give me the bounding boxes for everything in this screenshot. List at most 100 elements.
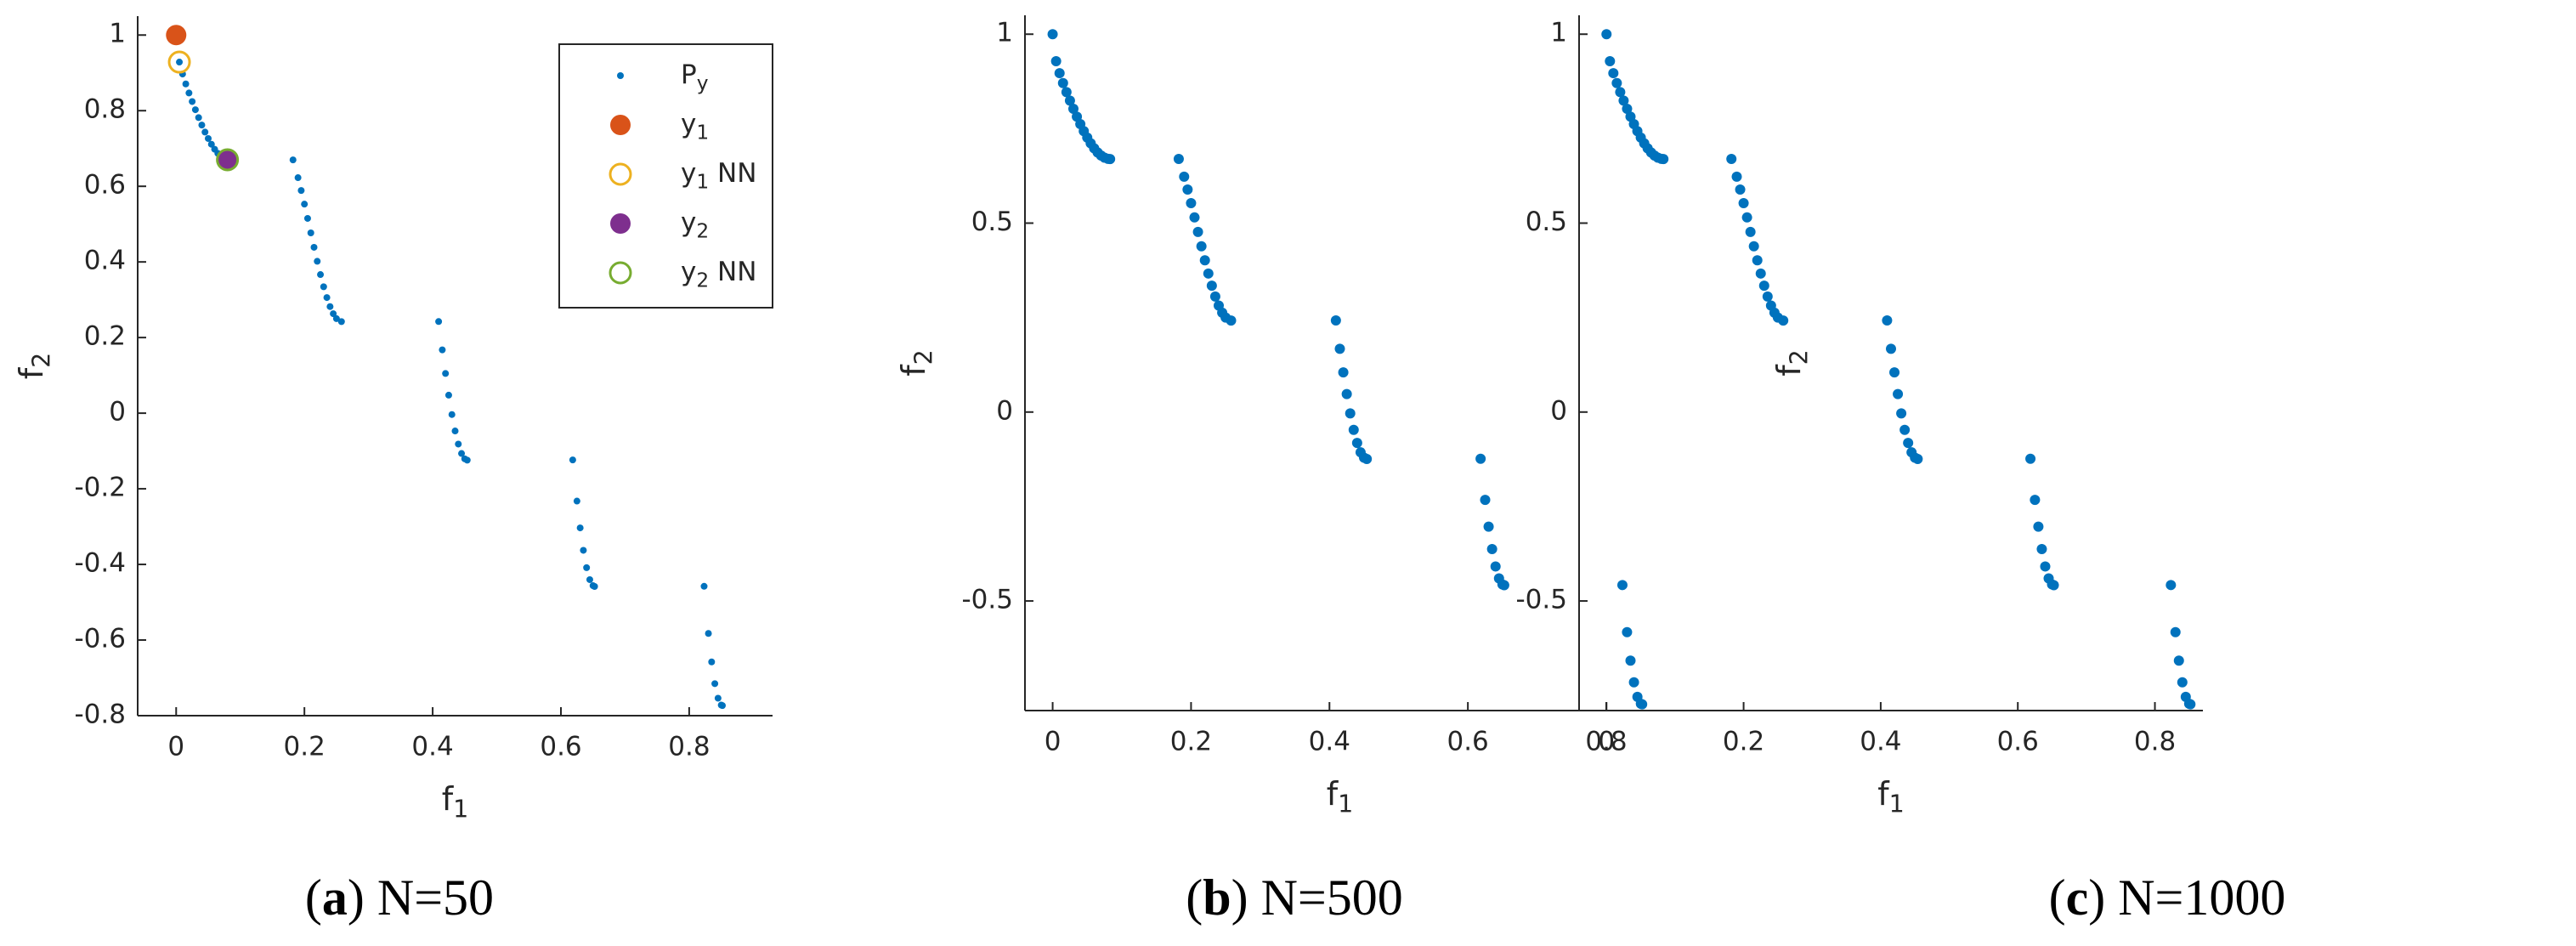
x-axis-label: f1 bbox=[1327, 775, 1354, 819]
point bbox=[1483, 521, 1494, 532]
point bbox=[442, 370, 450, 377]
y-axis-label: f2 bbox=[895, 349, 938, 377]
point bbox=[1047, 29, 1058, 40]
point bbox=[1061, 87, 1072, 98]
x-tick-label: 0 bbox=[167, 732, 184, 762]
y-tick-label: 0.6 bbox=[84, 170, 126, 201]
legend-marker bbox=[610, 115, 631, 135]
point bbox=[1475, 453, 1486, 464]
point bbox=[1628, 677, 1639, 688]
point bbox=[1608, 68, 1619, 79]
point bbox=[1105, 154, 1116, 165]
point bbox=[303, 214, 311, 222]
point bbox=[1618, 95, 1629, 106]
point bbox=[1601, 29, 1612, 40]
point bbox=[1480, 495, 1491, 506]
point bbox=[2185, 699, 2196, 710]
y-tick-label: 1 bbox=[109, 19, 126, 49]
point bbox=[1348, 424, 1359, 435]
point bbox=[201, 128, 209, 136]
x-axis-label: f1 bbox=[1877, 775, 1905, 819]
y-tick-label: -0.5 bbox=[1516, 585, 1568, 615]
point bbox=[167, 50, 191, 74]
point bbox=[580, 547, 587, 554]
legend-marker bbox=[609, 162, 632, 186]
point bbox=[317, 271, 325, 279]
legend-marker bbox=[610, 213, 631, 234]
point bbox=[217, 149, 238, 170]
legend-label: Py bbox=[681, 59, 709, 94]
point bbox=[323, 294, 331, 302]
point bbox=[573, 497, 580, 505]
legend-marker bbox=[609, 261, 632, 285]
x-axis-label: f1 bbox=[442, 780, 469, 824]
point bbox=[1341, 388, 1352, 399]
point bbox=[307, 229, 314, 236]
point bbox=[1889, 367, 1900, 378]
point bbox=[2170, 626, 2181, 637]
point bbox=[289, 156, 297, 164]
point bbox=[1893, 388, 1904, 399]
point bbox=[591, 582, 598, 590]
point bbox=[1054, 68, 1065, 79]
x-tick-label: 0.6 bbox=[1447, 727, 1488, 757]
point bbox=[1605, 56, 1616, 67]
point bbox=[1199, 255, 1210, 266]
y-tick-label: -0.6 bbox=[75, 624, 127, 654]
point bbox=[439, 346, 446, 354]
point bbox=[1778, 315, 1789, 326]
point bbox=[182, 80, 190, 88]
point bbox=[1209, 291, 1220, 302]
point bbox=[1611, 77, 1622, 88]
point bbox=[1068, 104, 1079, 115]
point bbox=[191, 106, 199, 114]
point bbox=[1050, 56, 1062, 67]
point bbox=[1622, 626, 1633, 637]
legend: Py y1 y1 NN y2 y2 NN bbox=[558, 43, 773, 309]
point bbox=[326, 303, 334, 310]
point bbox=[444, 391, 452, 399]
point bbox=[166, 25, 187, 46]
point bbox=[1338, 367, 1349, 378]
point bbox=[1182, 184, 1193, 195]
chart: 0 0.2 0.4 0.6 0.8 -0.5 0 0.5 1 f1 f2 (c) N=1000 bbox=[1516, 15, 2286, 926]
point bbox=[2048, 580, 2059, 591]
point bbox=[301, 201, 309, 208]
point bbox=[586, 575, 593, 583]
point bbox=[1173, 154, 1184, 165]
point bbox=[207, 140, 215, 148]
point bbox=[455, 440, 462, 448]
point bbox=[1758, 280, 1769, 292]
point bbox=[1616, 580, 1628, 591]
point bbox=[1658, 154, 1669, 165]
x-tick-label: 0 bbox=[1045, 727, 1062, 757]
x-tick-label: 0.8 bbox=[2134, 727, 2176, 757]
y-tick-label: 0 bbox=[996, 395, 1013, 426]
point bbox=[1738, 198, 1749, 209]
point bbox=[320, 283, 327, 291]
legend-label: y1 bbox=[681, 109, 709, 144]
x-tick-label: 0.6 bbox=[1997, 727, 2039, 757]
caption: (a) N=50 bbox=[305, 870, 494, 926]
point bbox=[1186, 198, 1197, 209]
point bbox=[2040, 561, 2051, 572]
x-tick-label: 0.8 bbox=[668, 732, 710, 762]
point bbox=[1498, 580, 1509, 591]
point bbox=[1762, 291, 1773, 302]
point bbox=[1351, 438, 1362, 449]
point bbox=[448, 411, 456, 418]
point bbox=[1745, 226, 1756, 237]
point bbox=[700, 582, 708, 590]
y-tick-label: -0.5 bbox=[962, 585, 1014, 615]
point bbox=[1064, 95, 1075, 106]
chart: 0 0.2 0.4 0.6 0.8 -0.8 -0.6 -0.4 -0.2 0 0.2 0.4 0.6 0… bbox=[13, 16, 773, 926]
chart: 0 0.2 0.4 0.6 0.8 -0.5 0 0.5 1 f1 f2 (b) N=500 bbox=[895, 15, 1655, 926]
point bbox=[195, 114, 202, 122]
caption: (c) N=1000 bbox=[2049, 870, 2286, 926]
point bbox=[435, 318, 443, 326]
y-tick-label: 1 bbox=[996, 18, 1013, 48]
point bbox=[337, 318, 345, 326]
point bbox=[583, 564, 591, 571]
point bbox=[1179, 171, 1190, 182]
